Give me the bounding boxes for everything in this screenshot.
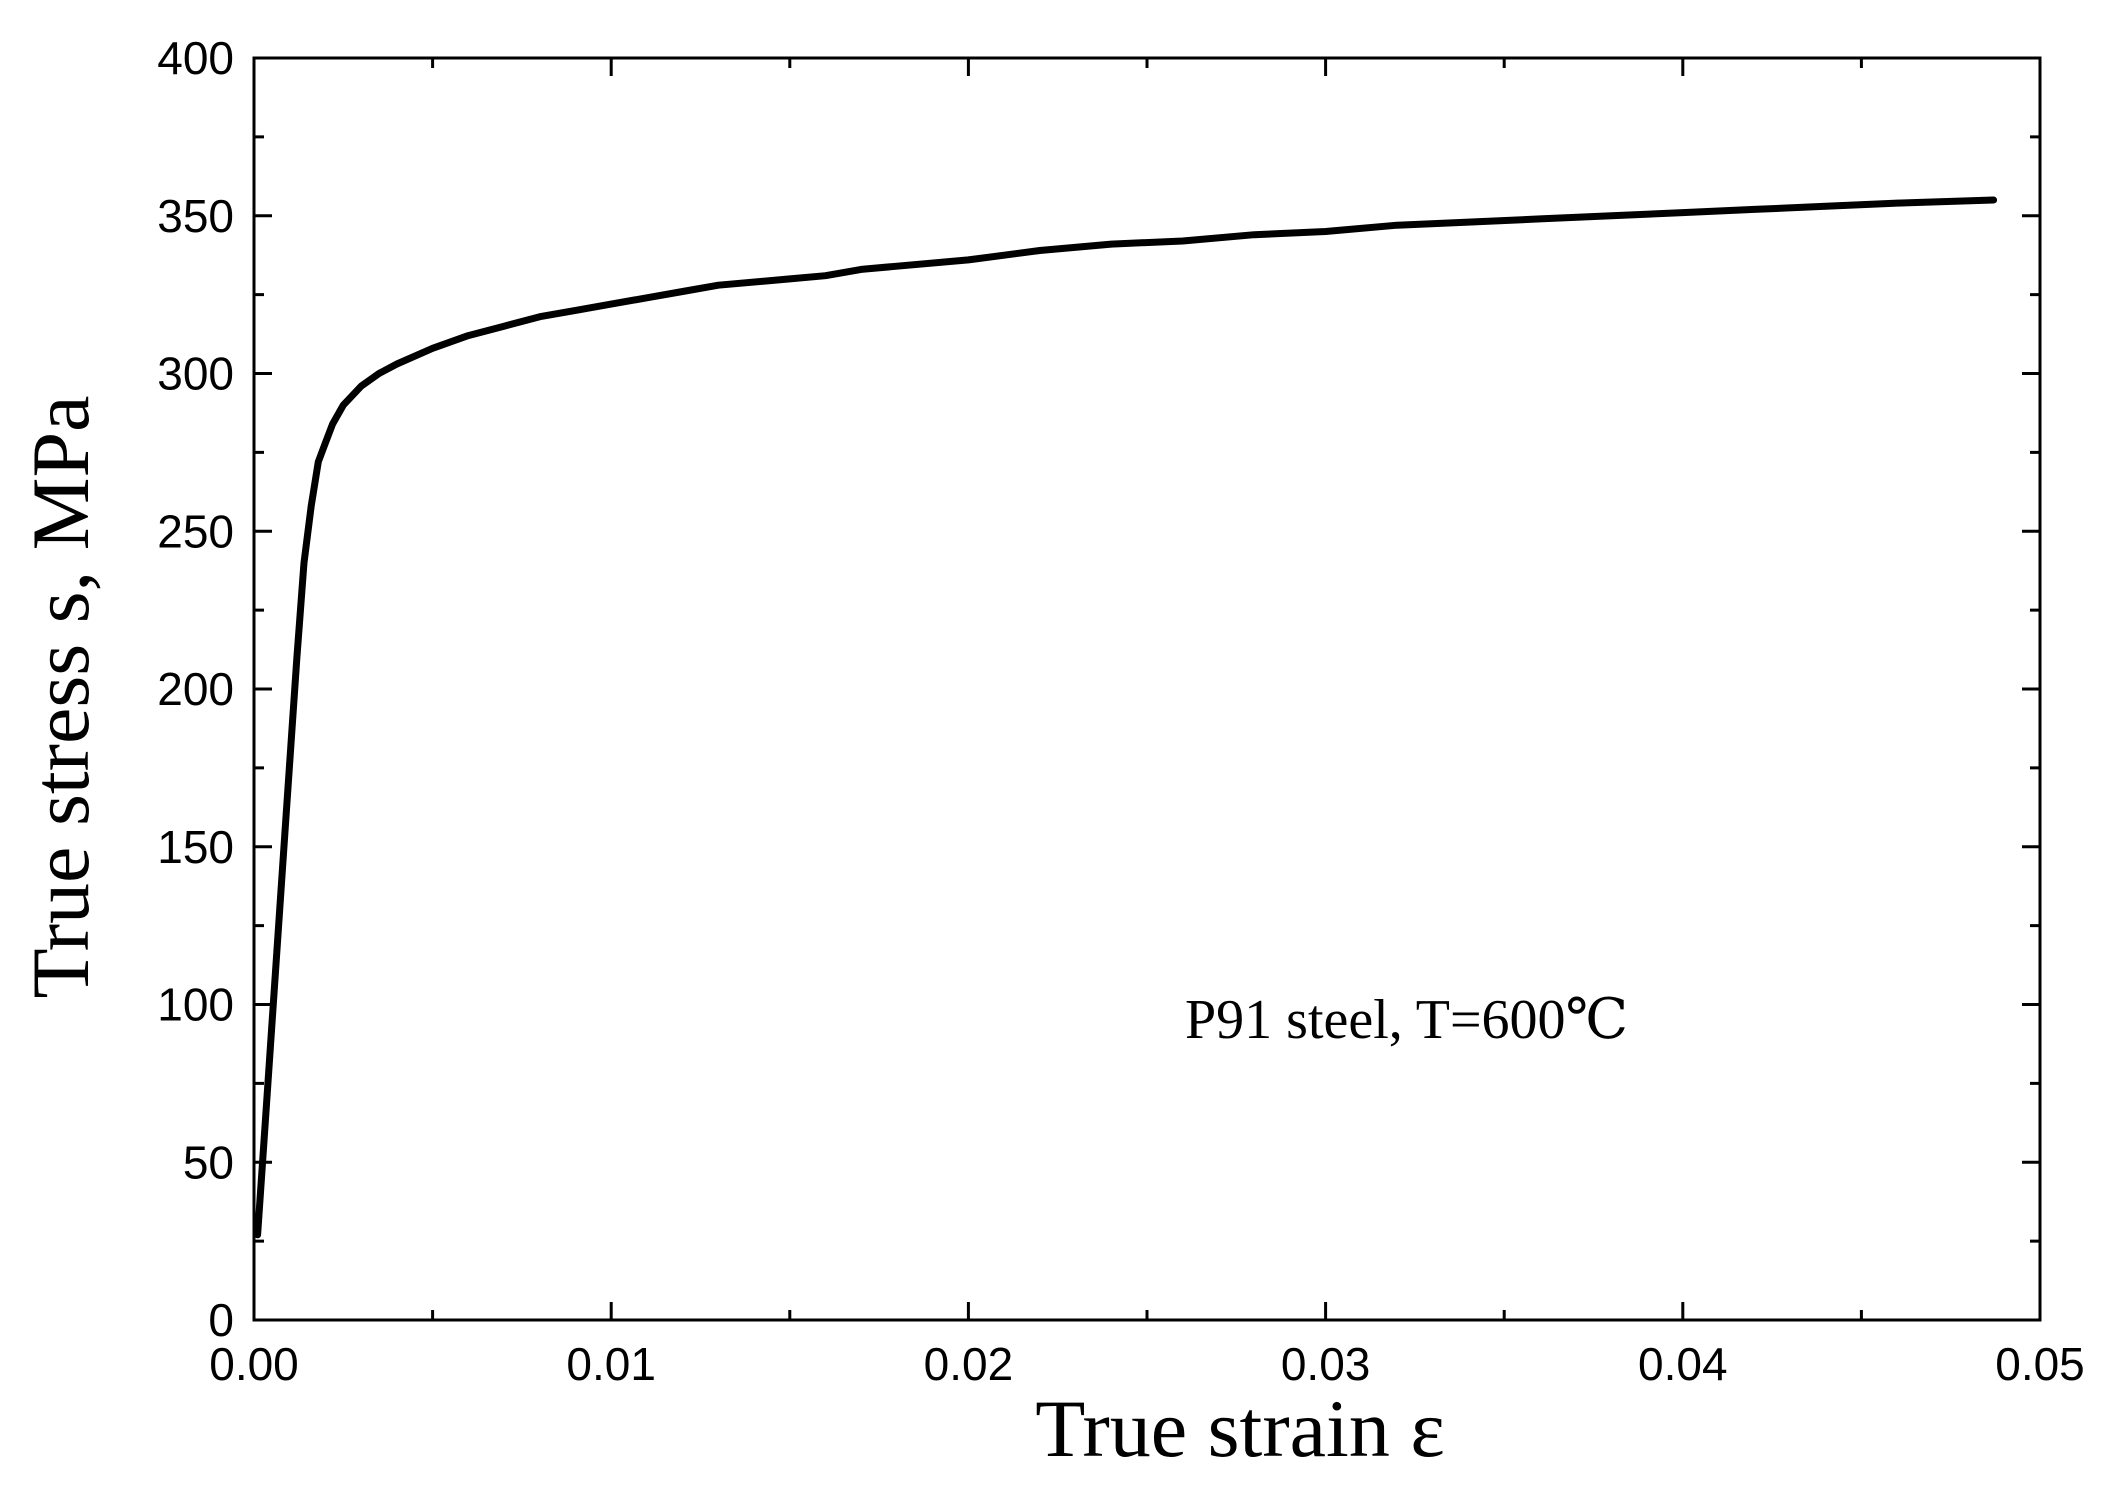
axis-ticks	[252, 56, 2042, 1322]
y-tick-label: 0	[208, 1294, 234, 1346]
tick-labels: 0.00 0.01 0.02 0.03 0.04 0.05 0 50 100 150 200 250 3…	[157, 32, 2085, 1390]
series-line	[254, 196, 1998, 1239]
x-tick-label: 0.05	[1995, 1338, 2085, 1390]
x-axis-title: True strain ε	[1035, 1383, 1445, 1474]
x-tick-label: 0.04	[1638, 1338, 1728, 1390]
x-tick-label: 0.00	[209, 1338, 299, 1390]
y-tick-label: 400	[157, 32, 234, 84]
y-tick-label: 350	[157, 190, 234, 242]
y-tick-label: 250	[157, 505, 234, 557]
x-tick-label: 0.01	[566, 1338, 656, 1390]
x-tick-label: 0.03	[1281, 1338, 1371, 1390]
y-tick-label: 100	[157, 979, 234, 1031]
y-tick-label: 50	[183, 1136, 234, 1188]
y-tick-label: 150	[157, 821, 234, 873]
plot-frame	[252, 56, 2042, 1322]
plot-area	[252, 56, 2042, 1322]
y-tick-label: 200	[157, 663, 234, 715]
x-tick-label: 0.02	[924, 1338, 1014, 1390]
y-axis-title: True stress s, MPa	[15, 396, 106, 999]
y-tick-label: 300	[157, 348, 234, 400]
chart-annotation: P91 steel, T=600℃	[1185, 989, 1628, 1051]
